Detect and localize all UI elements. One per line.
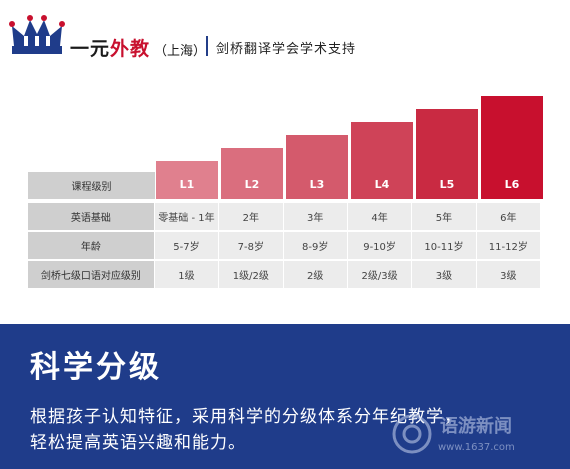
watermark-url: www.1637.com (438, 442, 515, 453)
table-cell: 5-7岁 (154, 232, 219, 259)
table-cell: 2级 (283, 261, 347, 288)
level-bar-label: L2 (244, 178, 260, 191)
table-cell: 3年 (283, 203, 347, 230)
watermark-text: 语游新闻 (440, 416, 512, 437)
table-cell: 2级/3级 (347, 261, 412, 288)
level-bar-l5: L5 (416, 109, 478, 199)
brand-main-text: 一元 (70, 38, 111, 60)
banner-description-line-1: 根据孩子认知特征，采用科学的分级体系分年纪教学， (30, 407, 462, 427)
table-row-label: 年龄 (28, 232, 154, 259)
level-bar-l2: L2 (221, 148, 283, 199)
level-bar-l4: L4 (351, 122, 413, 199)
table-cell: 1级/2级 (219, 261, 283, 288)
header-divider (206, 36, 208, 56)
level-bar-l3: L3 (286, 135, 348, 199)
table-header-label: 课程级别 (28, 172, 155, 199)
table-cell: 5年 (412, 203, 476, 230)
watermark: 语游新闻 www.1637.com (390, 412, 540, 462)
table-cell: 11-12岁 (476, 232, 540, 259)
table-cell: 7-8岁 (219, 232, 283, 259)
table-cell: 1级 (154, 261, 219, 288)
table-cell: 10-11岁 (412, 232, 476, 259)
level-bar-l1: L1 (156, 161, 218, 199)
brand-location-text: （上海） (154, 44, 207, 59)
table-cell: 2年 (219, 203, 283, 230)
header-tagline: 剑桥翻译学会学术支持 (216, 42, 357, 57)
bottom-banner: 科学分级 根据孩子认知特征，采用科学的分级体系分年纪教学， 轻松提高英语兴趣和能… (0, 324, 570, 469)
table-row-label: 英语基础 (28, 203, 154, 230)
banner-title: 科学分级 (30, 350, 162, 385)
banner-description-line-2: 轻松提高英语兴趣和能力。 (30, 433, 246, 453)
table-cell: 4年 (347, 203, 412, 230)
level-bar-label: L6 (504, 178, 520, 191)
level-staircase-chart: L1 L2 L3 L4 L5 L6 (0, 82, 570, 292)
watermark-logo-icon (392, 414, 432, 454)
level-bar-label: L4 (374, 178, 390, 191)
level-bar-label: L1 (179, 178, 195, 191)
table-row: 年龄 5-7岁 7-8岁 8-9岁 9-10岁 10-11岁 11-12岁 (28, 232, 540, 259)
level-bar-label: L5 (439, 178, 455, 191)
table-cell: 8-9岁 (283, 232, 347, 259)
table-row: 英语基础 零基础 - 1年 2年 3年 4年 5年 6年 (28, 203, 540, 230)
level-bar-l6: L6 (481, 96, 543, 199)
table-cell: 3级 (476, 261, 540, 288)
level-bar-label: L3 (309, 178, 325, 191)
table-row: 剑桥七级口语对应级别 1级 1级/2级 2级 2级/3级 3级 3级 (28, 261, 540, 288)
table-cell: 3级 (412, 261, 476, 288)
table-header-row: 课程级别 (28, 172, 540, 199)
header: 一元 外教 （上海） 剑桥翻译学会学术支持 (0, 0, 570, 72)
table-cell: 9-10岁 (347, 232, 412, 259)
table-cell: 零基础 - 1年 (154, 203, 219, 230)
brand-name: 一元 外教 （上海） (70, 34, 207, 60)
brand-accent-text: 外教 (110, 38, 151, 60)
table-cell: 6年 (476, 203, 540, 230)
crown-logo-icon (9, 15, 65, 54)
table-row-label: 剑桥七级口语对应级别 (28, 261, 154, 288)
